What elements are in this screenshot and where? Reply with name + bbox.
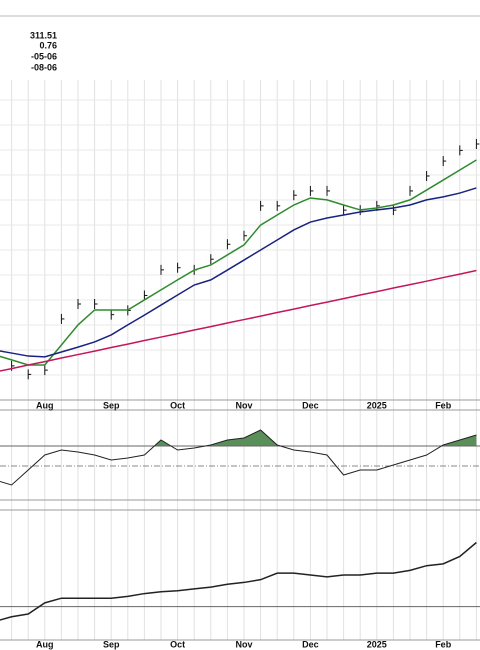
- x-tick-label: Aug: [36, 400, 54, 410]
- series-line: [0, 269, 477, 372]
- x-tick-label: Nov: [235, 400, 252, 410]
- x-tick-label: Oct: [170, 400, 185, 410]
- series-line: [0, 429, 477, 486]
- x-tick-label: Feb: [435, 639, 452, 649]
- info-line: 0.76: [39, 40, 57, 50]
- x-tick-label: 2025: [367, 639, 387, 649]
- series-line: [0, 187, 477, 358]
- x-tick-label: Sep: [103, 639, 120, 649]
- x-tick-label: Sep: [103, 400, 120, 410]
- overbought-area: [0, 430, 477, 446]
- series-line: [0, 541, 477, 621]
- info-line: -08-06: [31, 62, 57, 72]
- x-tick-label: Aug: [36, 639, 54, 649]
- x-tick-label: Dec: [302, 639, 319, 649]
- info-line: -05-06: [31, 51, 57, 61]
- x-tick-label: Feb: [435, 400, 452, 410]
- info-line: 311.51: [30, 30, 57, 40]
- x-tick-label: Dec: [302, 400, 319, 410]
- x-tick-label: Oct: [170, 639, 185, 649]
- x-tick-label: 2025: [367, 400, 387, 410]
- series-line: [0, 159, 477, 366]
- x-tick-label: Nov: [235, 639, 252, 649]
